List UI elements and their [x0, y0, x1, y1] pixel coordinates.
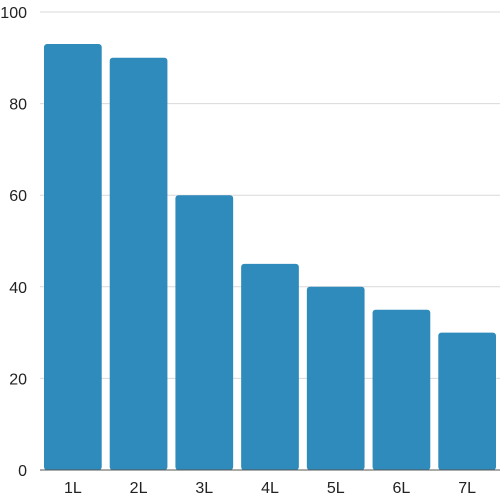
bar-1L: [44, 44, 102, 471]
y-tick-label: 0: [18, 463, 27, 480]
x-tick-label: 1L: [64, 480, 82, 497]
y-tick-label: 100: [0, 5, 27, 22]
x-tick-label: 5L: [327, 480, 345, 497]
x-tick-label: 2L: [130, 480, 148, 497]
x-tick-label: 7L: [458, 480, 476, 497]
y-axis-ticks: 0 20 40 60 80 100: [0, 5, 27, 480]
bar-3L: [175, 195, 234, 470]
bar-6L: [372, 309, 431, 470]
x-tick-label: 3L: [195, 480, 213, 497]
y-tick-label: 80: [9, 97, 27, 114]
bars: [44, 44, 496, 471]
y-tick-label: 60: [9, 188, 27, 205]
bar-2L: [109, 57, 168, 471]
x-axis-ticks: 1L 2L 3L 4L 5L 6L 7L: [64, 480, 476, 497]
y-tick-label: 40: [9, 280, 27, 297]
bar-7L: [438, 332, 496, 470]
bar-5L: [306, 286, 365, 470]
x-tick-label: 4L: [261, 480, 279, 497]
y-tick-label: 20: [9, 371, 27, 388]
x-tick-label: 6L: [393, 480, 411, 497]
bar-4L: [241, 263, 299, 470]
